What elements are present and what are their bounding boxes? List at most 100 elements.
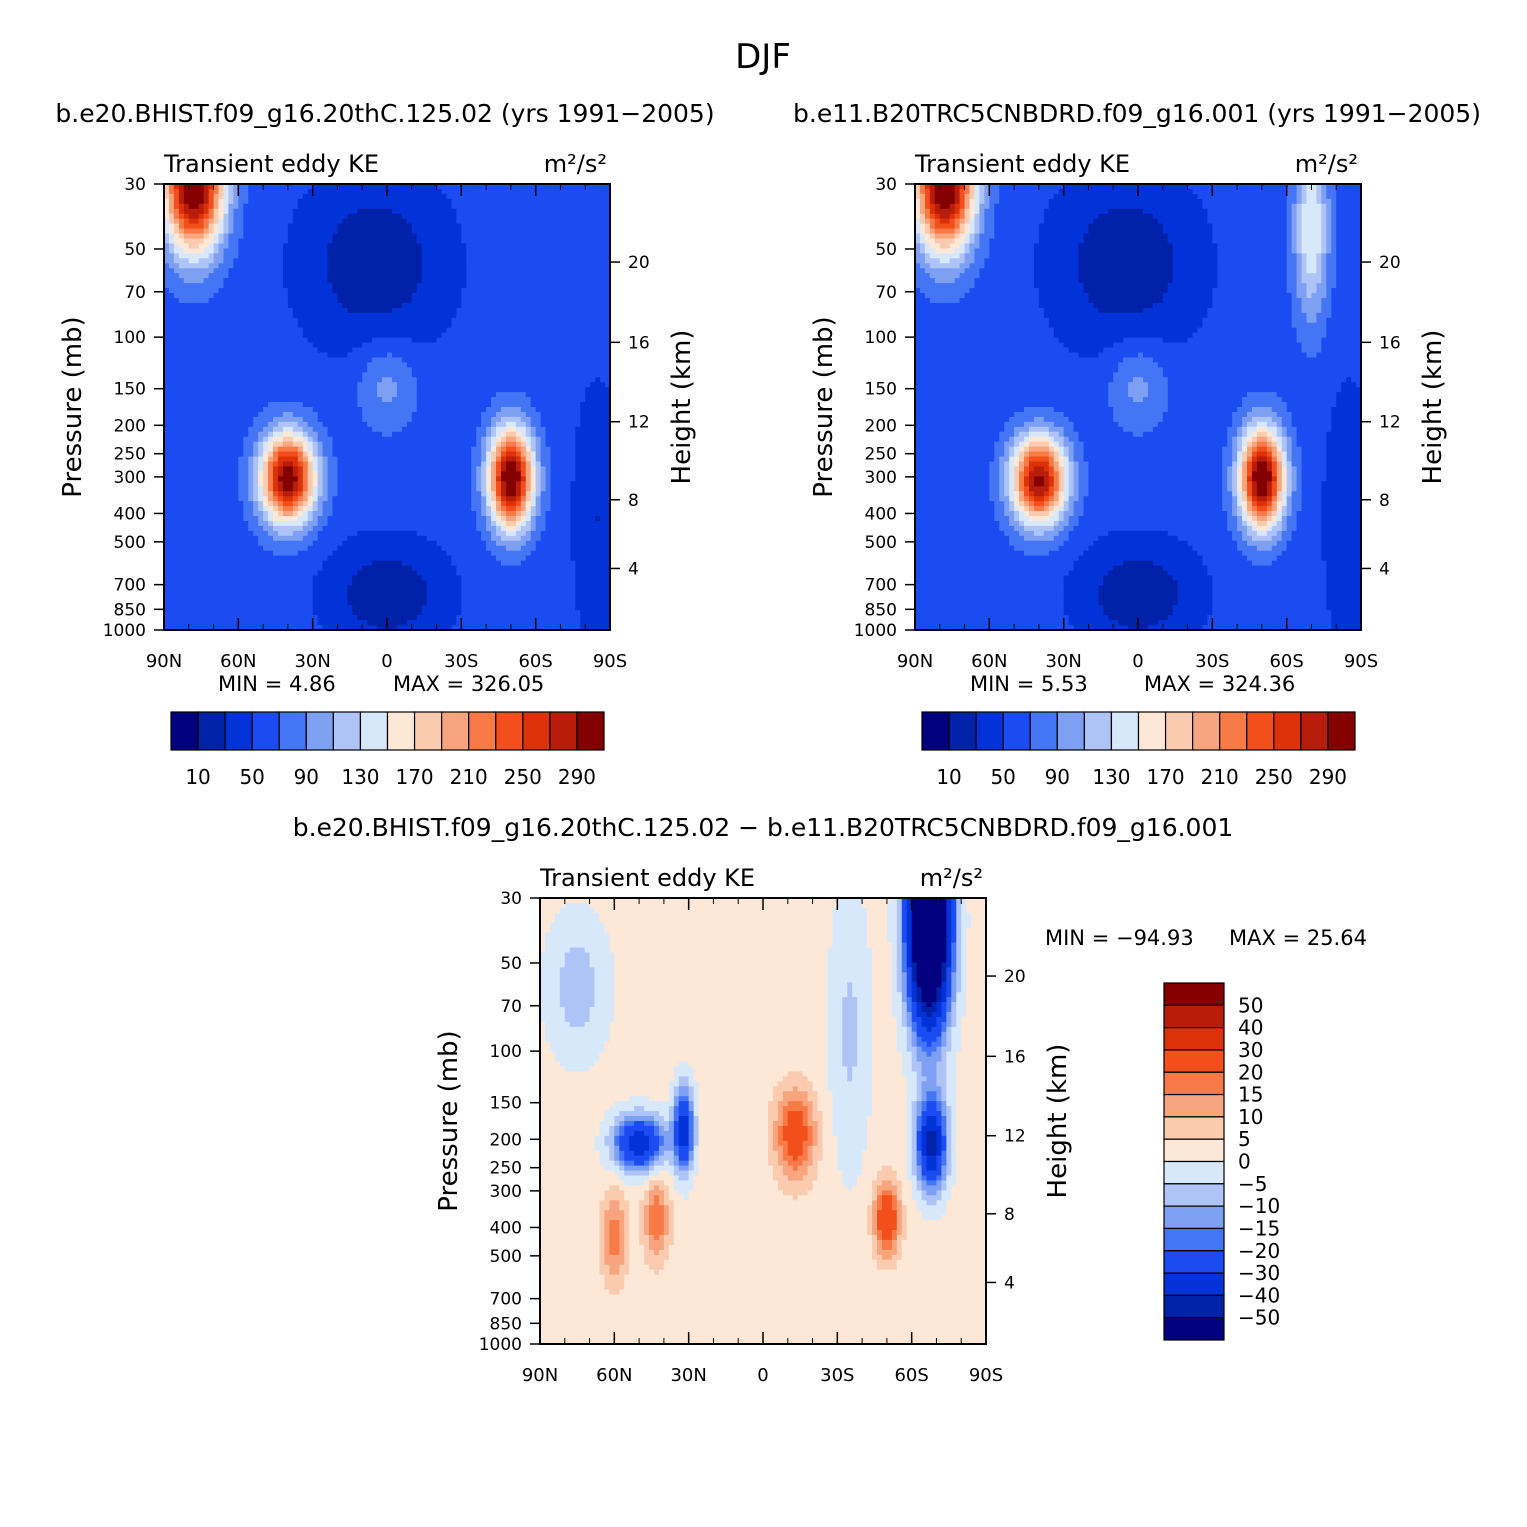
- colorbar-label: 290: [1309, 765, 1347, 789]
- colorbar-label: 50: [990, 765, 1015, 789]
- colorbar-box: [1057, 712, 1084, 750]
- x-tick-label: 60N: [596, 1365, 632, 1386]
- colorbar-box: [1003, 712, 1030, 750]
- y-tick-label: 850: [865, 600, 897, 620]
- y-axis-label: Pressure (mb): [58, 316, 88, 497]
- x-tick-label: 30N: [1045, 651, 1081, 672]
- colorbar-label: 10: [185, 765, 210, 789]
- y-tick-label: 200: [490, 1130, 522, 1150]
- colorbar-box: [1030, 712, 1057, 750]
- colorbar-box: [1166, 712, 1193, 750]
- y-tick-label: 300: [865, 468, 897, 488]
- y-tick-label: 250: [865, 445, 897, 465]
- panel-case-title: b.e20.BHIST.f09_g16.20thC.125.02 − b.e11…: [293, 813, 1234, 842]
- colorbar-label: 130: [341, 765, 379, 789]
- y-axis: 3050701001502002503004005007008501000Pre…: [434, 889, 540, 1355]
- y-tick-label: 150: [490, 1094, 522, 1114]
- colorbar-box: [1164, 1318, 1224, 1340]
- colorbar-box: [550, 712, 577, 750]
- colorbar-label: 15: [1238, 1083, 1263, 1107]
- x-tick-label: 90S: [969, 1365, 1003, 1386]
- panel-difference: b.e20.BHIST.f09_g16.20thC.125.02 − b.e11…: [293, 813, 1367, 1386]
- x-tick-label: 90N: [522, 1365, 558, 1386]
- left-string: Transient eddy KE: [163, 150, 379, 178]
- colorbar-box: [1164, 983, 1224, 1005]
- x-tick-label: 90S: [1344, 651, 1378, 672]
- colorbar-box: [1164, 1095, 1224, 1117]
- colorbar-box: [252, 712, 279, 750]
- y-right-tick-label: 12: [1379, 413, 1401, 433]
- x-tick-label: 90S: [593, 651, 627, 672]
- colorbar-box: [1164, 1117, 1224, 1139]
- y-right-tick-label: 4: [1004, 1273, 1015, 1293]
- y-tick-label: 50: [500, 954, 522, 974]
- colorbar-box: [225, 712, 252, 750]
- colorbar-box: [360, 712, 387, 750]
- panel-control: b.e20.BHIST.f09_g16.20thC.125.02 (yrs 19…: [55, 99, 714, 789]
- x-tick-label: 90N: [146, 651, 182, 672]
- colorbar-box: [279, 712, 306, 750]
- colorbar-label: 50: [239, 765, 264, 789]
- y-right-tick-label: 4: [628, 559, 639, 579]
- y-tick-label: 500: [865, 533, 897, 553]
- y-tick-label: 700: [114, 576, 146, 596]
- y-tick-label: 200: [114, 416, 146, 436]
- colorbar-label: 130: [1092, 765, 1130, 789]
- figure-canvas: DJF b.e20.BHIST.f09_g16.20thC.125.02 (yr…: [0, 0, 1527, 1527]
- colorbar-label: −10: [1238, 1194, 1280, 1218]
- y-tick-label: 70: [875, 283, 897, 303]
- y-right-tick-label: 12: [1004, 1127, 1026, 1147]
- y-axis-label: Pressure (mb): [809, 316, 839, 497]
- colorbar: 10 50 90 130 170 210 250 290: [171, 712, 604, 789]
- y-right-axis-label: Height (km): [1418, 330, 1448, 485]
- panel-test: b.e11.B20TRC5CNBDRD.f09_g16.001 (yrs 199…: [793, 99, 1481, 789]
- colorbar-label: 5: [1238, 1127, 1251, 1151]
- y-tick-label: 200: [865, 416, 897, 436]
- units-string: m²/s²: [920, 864, 983, 892]
- y-right-tick-label: 8: [1379, 491, 1390, 511]
- colorbar-box: [523, 712, 550, 750]
- y-tick-label: 1000: [479, 1335, 522, 1355]
- y-tick-label: 50: [124, 240, 146, 260]
- x-tick-label: 30S: [444, 651, 478, 672]
- colorbar-box: [1274, 712, 1301, 750]
- y-tick-label: 70: [124, 283, 146, 303]
- colorbar-label: 210: [450, 765, 488, 789]
- colorbar-box: [1164, 1295, 1224, 1317]
- y-tick-label: 30: [875, 175, 897, 195]
- colorbar-box: [388, 712, 415, 750]
- colorbar-label: 50: [1238, 993, 1263, 1017]
- colorbar-box: [577, 712, 604, 750]
- max-value: MAX = 324.36: [1144, 672, 1295, 696]
- y-right-tick-label: 16: [1379, 333, 1401, 353]
- colorbar-label: −30: [1238, 1261, 1280, 1285]
- colorbar-label: −5: [1238, 1172, 1267, 1196]
- x-tick-label: 30N: [294, 651, 330, 672]
- y-right-axis-label: Height (km): [1043, 1044, 1073, 1199]
- colorbar-label: 0: [1238, 1150, 1251, 1174]
- colorbar-box: [1084, 712, 1111, 750]
- x-tick-label: 60S: [518, 651, 552, 672]
- y-right-tick-label: 16: [628, 333, 650, 353]
- colorbar-label: −50: [1238, 1306, 1280, 1330]
- colorbar-box: [306, 712, 333, 750]
- max-value: MAX = 326.05: [393, 672, 544, 696]
- y-right-axis-label: Height (km): [667, 330, 697, 485]
- y-tick-label: 700: [490, 1290, 522, 1310]
- y-tick-label: 850: [490, 1314, 522, 1334]
- colorbar-box: [1164, 1139, 1224, 1161]
- x-tick-label: 60S: [894, 1365, 928, 1386]
- panel-case-title: b.e20.BHIST.f09_g16.20thC.125.02 (yrs 19…: [55, 99, 714, 128]
- x-tick-label: 60N: [971, 651, 1007, 672]
- colorbar-box: [949, 712, 976, 750]
- colorbar-box: [1164, 1072, 1224, 1094]
- colorbar-label: 210: [1201, 765, 1239, 789]
- y-tick-label: 100: [490, 1042, 522, 1062]
- colorbar-box: [469, 712, 496, 750]
- colorbar-label: 20: [1238, 1060, 1263, 1084]
- units-string: m²/s²: [1295, 150, 1358, 178]
- colorbar-box: [1164, 1206, 1224, 1228]
- y-tick-label: 400: [114, 504, 146, 524]
- colorbar-box: [496, 712, 523, 750]
